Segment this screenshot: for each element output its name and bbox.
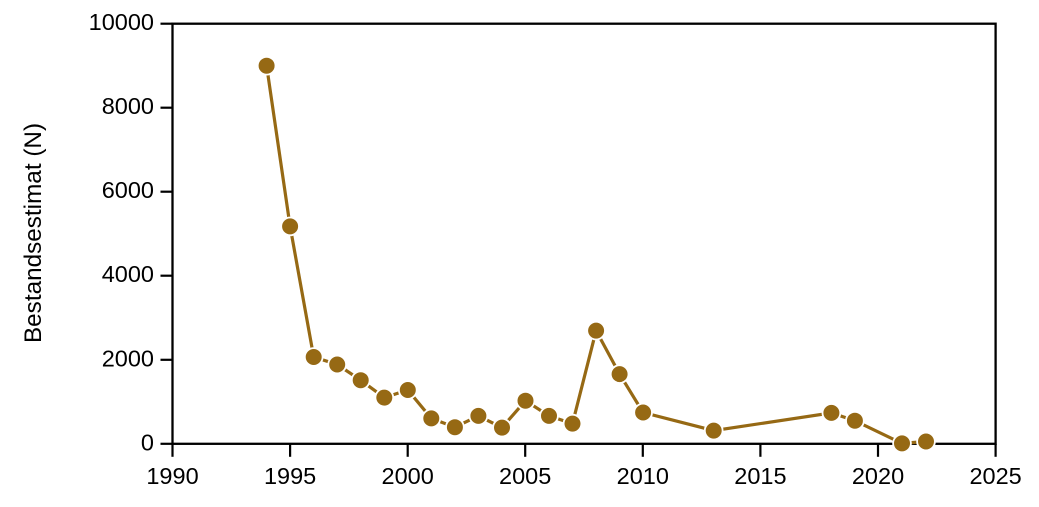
svg-text:1995: 1995 (264, 463, 316, 489)
svg-text:2005: 2005 (499, 463, 551, 489)
svg-text:2025: 2025 (969, 463, 1021, 489)
svg-text:2010: 2010 (617, 463, 669, 489)
svg-text:2020: 2020 (852, 463, 904, 489)
svg-text:8000: 8000 (102, 93, 154, 119)
svg-text:10000: 10000 (89, 9, 154, 35)
svg-text:2000: 2000 (102, 345, 154, 371)
svg-text:2015: 2015 (734, 463, 786, 489)
svg-text:6000: 6000 (102, 177, 154, 203)
svg-text:Bestandsestimat (N): Bestandsestimat (N) (20, 123, 47, 343)
svg-text:1990: 1990 (146, 463, 198, 489)
svg-text:4000: 4000 (102, 261, 154, 287)
svg-text:0: 0 (141, 429, 154, 455)
svg-text:2000: 2000 (382, 463, 434, 489)
